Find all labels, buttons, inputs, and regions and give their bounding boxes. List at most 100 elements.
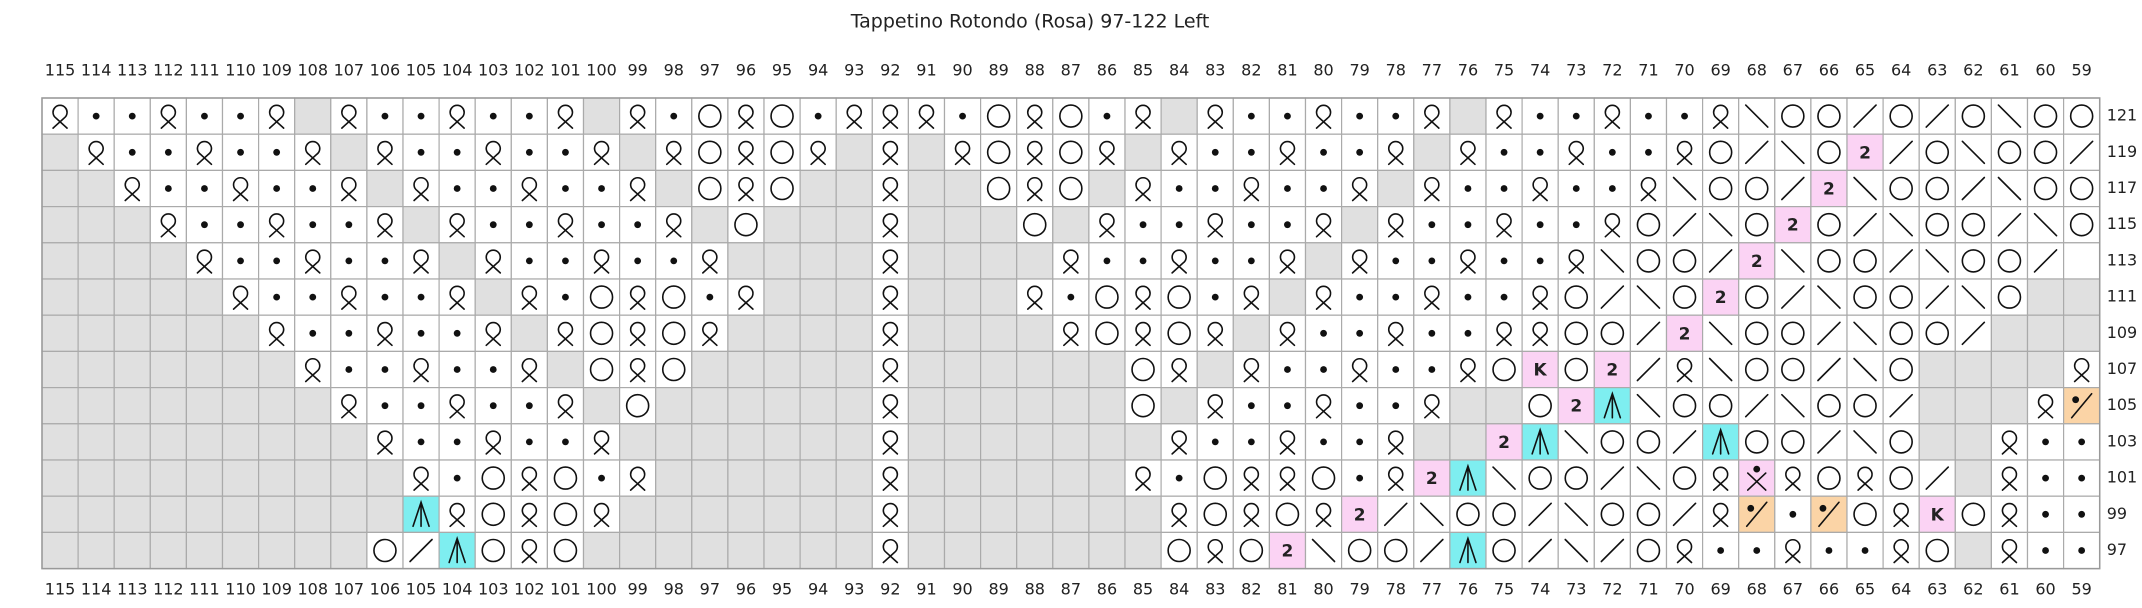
cell [1882,495,1920,534]
stitch-symbol [1645,148,1652,156]
cell [763,314,801,353]
stitch-symbol [882,502,899,528]
stitch-symbol [1239,538,1264,563]
cell [221,314,260,353]
cell [1196,495,1234,534]
cell [835,387,873,425]
cell-label: K [1931,505,1945,525]
cell [1160,278,1198,316]
cell [907,387,946,425]
cell [1196,97,1234,135]
cell [835,278,873,316]
cell [835,133,873,171]
cell [1160,133,1198,171]
stitch-symbol [1568,249,1585,274]
cell [149,423,188,461]
stitch-symbol [453,329,461,337]
stitch-symbol [1781,104,1805,128]
stitch-symbol [521,466,538,491]
cell [655,387,693,425]
cell [113,423,151,461]
stitch-symbol [1203,466,1228,490]
cell [907,206,946,244]
cell [1304,97,1343,135]
cell [1160,242,1198,280]
stitch-symbol [449,104,465,129]
stitch-symbol [598,474,605,482]
stitch-symbol [1564,357,1589,382]
stitch-symbol [1356,148,1364,156]
cell [943,459,982,497]
cell [1557,459,1595,497]
cell [799,206,837,244]
column-number: 111 [189,580,220,599]
cell [799,242,837,280]
stitch-symbol [1428,257,1436,265]
stitch-symbol [1532,285,1548,310]
stitch-symbol [1997,140,2022,165]
cell [1232,350,1271,389]
cell [1088,387,1126,425]
stitch-symbol [1925,249,1950,273]
cell [41,531,79,570]
stitch-symbol [1459,535,1477,564]
cell [113,531,151,570]
stitch-symbol [1961,502,1986,527]
stitch-symbol [1997,249,2022,273]
stitch-symbol [1961,176,1986,201]
stitch-symbol [589,285,614,309]
column-number: 75 [1494,61,1514,80]
cell [1629,423,1668,461]
stitch-symbol [1496,321,1512,347]
cell [113,350,151,389]
cell [799,531,837,570]
cell [1340,242,1379,280]
cell-label: 2 [1570,397,1582,417]
cell [618,459,657,497]
cell [1016,314,1054,353]
stitch-symbol [88,140,104,166]
stitch-symbol [304,140,321,166]
stitch-symbol [485,321,502,347]
column-number: 79 [1349,61,1369,80]
stitch-symbol [1171,430,1187,455]
cell [438,206,476,244]
cell [185,350,224,389]
cell [294,350,332,389]
cell [763,350,801,389]
column-number: 65 [1855,580,1875,599]
column-number: 61 [1999,580,2019,599]
stitch-symbol [1564,466,1589,490]
cell [1918,387,1956,425]
stitch-symbol [1500,148,1508,156]
cell [1377,169,1415,208]
stitch-symbol [1500,257,1508,265]
cell [1052,531,1090,570]
stitch-symbol [1781,321,1805,346]
stitch-symbol [1676,140,1693,166]
row-number: 115 [2107,214,2138,233]
cell [1377,314,1415,353]
column-number: 86 [1097,61,1117,80]
stitch-symbol [268,104,285,129]
cell [691,97,729,135]
cell [41,278,79,316]
cell [655,314,693,353]
stitch-symbol [1744,321,1769,346]
cell [1088,459,1126,497]
column-number: 108 [297,580,328,599]
stitch-symbol [345,257,353,265]
cell [113,206,151,244]
stitch-symbol [734,212,758,237]
stitch-symbol [2042,474,2049,482]
cell [979,350,1018,389]
stitch-symbol [1420,502,1444,527]
cell [1846,133,1884,171]
stitch-symbol [1536,148,1544,156]
cell [1990,531,2029,570]
stitch-symbol [1392,293,1400,301]
stitch-symbol [882,394,899,419]
stitch-symbol [593,502,610,528]
cell [1521,278,1559,316]
stitch-symbol [629,177,646,202]
